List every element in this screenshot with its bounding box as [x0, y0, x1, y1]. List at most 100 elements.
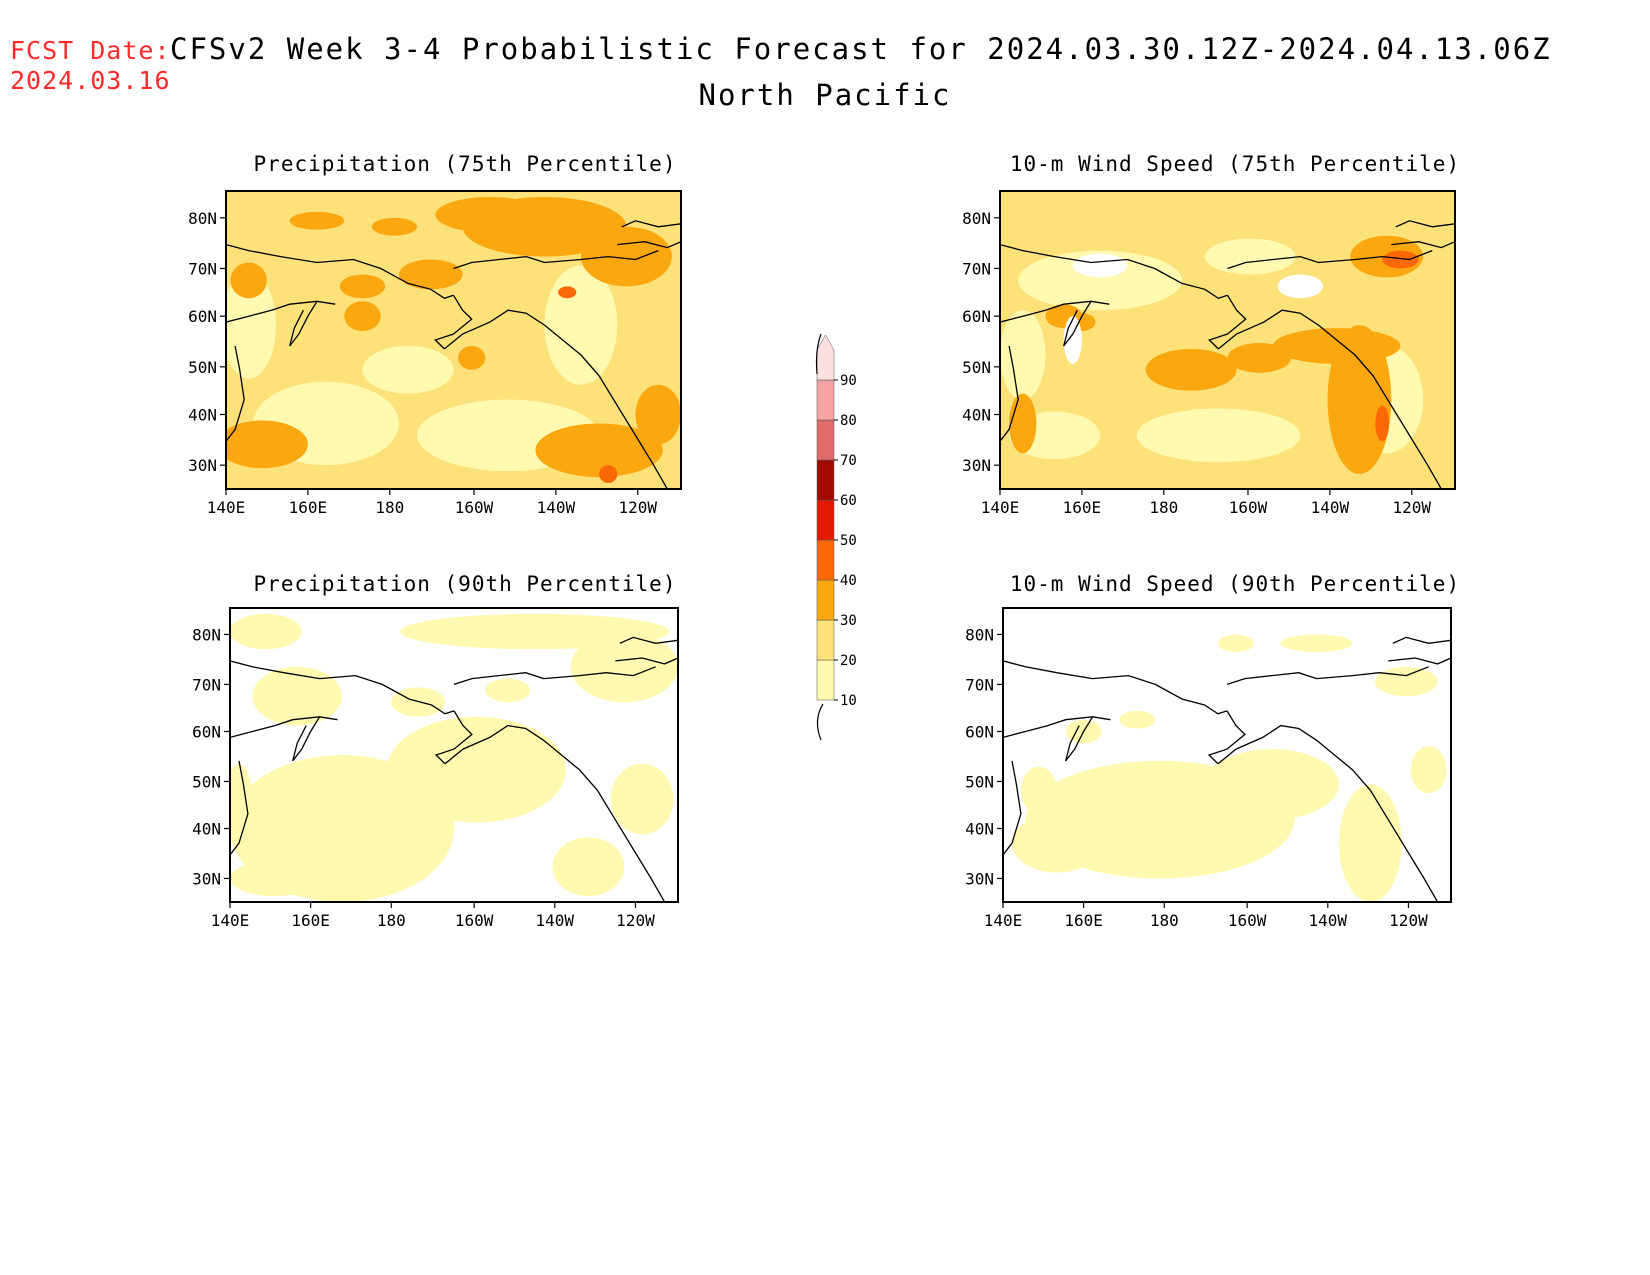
coastline [1208, 294, 1247, 350]
colorbar-segment [816, 419, 835, 461]
coastline [1063, 300, 1092, 347]
lat-tick-label: 80N [962, 209, 991, 228]
lon-tick-label: 160E [289, 498, 328, 517]
probability-region [1339, 784, 1402, 902]
probability-region [344, 301, 381, 332]
lat-tick-label: 60N [962, 307, 991, 326]
colorbar-label: 30 [840, 613, 857, 629]
probability-region [230, 262, 267, 299]
probability-region [362, 345, 454, 394]
coastline [1003, 760, 1022, 856]
lat-tick-label: 40N [192, 820, 221, 839]
coastline [1065, 716, 1094, 762]
colorbar-label: 60 [840, 493, 857, 509]
colorbar-bracket [816, 703, 824, 741]
forecast-date: FCST Date: 2024.03.16 [10, 36, 171, 96]
coastline [615, 657, 678, 665]
colorbar-label: 10 [840, 693, 857, 709]
probability-region [544, 265, 618, 385]
coastline [1000, 243, 1228, 300]
coastline [1217, 309, 1442, 489]
lat-tick-label: 40N [962, 406, 991, 425]
probability-region [580, 226, 672, 287]
probability-region [570, 631, 678, 703]
probability-region [599, 465, 618, 484]
coastline [1217, 724, 1439, 902]
probability-region [1280, 634, 1353, 653]
probability-region [289, 211, 345, 230]
region-title: North Pacific [698, 78, 952, 112]
coastline [617, 241, 681, 249]
probability-region [386, 716, 566, 823]
probability-region [1009, 393, 1037, 454]
lat-tick-label: 30N [965, 869, 994, 888]
coastline [1000, 345, 1019, 442]
lat-tick-label: 70N [965, 675, 994, 694]
lat-tick-label: 50N [188, 358, 217, 377]
coastline [230, 660, 455, 715]
coastline [1003, 660, 1228, 715]
lon-tick-label: 140W [1311, 498, 1350, 517]
probability-region [458, 345, 486, 370]
map-panel-wind90: 80N 70N 60N 50N 40N 30N 140E 160E 180 160W 140W 120… [965, 607, 1452, 930]
colorbar-label: 70 [840, 453, 857, 469]
lon-tick-label: 140W [537, 498, 576, 517]
lon-tick-label: 180 [1149, 498, 1178, 517]
coastline [230, 760, 249, 856]
probability-region [252, 666, 342, 726]
lat-tick-label: 50N [965, 772, 994, 791]
panel-title-precip-90: Precipitation (90th Percentile) [253, 572, 677, 596]
coastline [621, 220, 681, 228]
lon-tick-label: 160W [455, 498, 494, 517]
main-title: CFSv2 Week 3-4 Probabilistic Forecast fo… [170, 32, 1552, 66]
colorbar-segment [816, 619, 835, 661]
probability-region [1375, 405, 1390, 442]
probability-region [610, 763, 674, 835]
lon-tick-label: 140E [984, 911, 1023, 930]
coastline [226, 243, 454, 300]
forecast-date-value: 2024.03.16 [10, 66, 171, 95]
lon-tick-label: 160E [1064, 911, 1103, 930]
map-frame [225, 190, 682, 490]
colorbar-segment [816, 659, 835, 701]
colorbar-segment [816, 539, 835, 581]
colorbar-label: 50 [840, 533, 857, 549]
lon-tick-label: 120W [619, 498, 658, 517]
map-panel-wind75: 80N 70N 60N 50N 40N 30N 140E 160E 180 160W 140W 120… [962, 190, 1456, 517]
probability-region [1063, 316, 1082, 364]
probability-region [230, 860, 320, 897]
probability-region [371, 217, 418, 236]
lon-tick-label: 120W [1389, 911, 1428, 930]
lat-tick-label: 80N [188, 209, 217, 228]
lon-tick-label: 160W [455, 911, 494, 930]
probability-region [400, 613, 670, 650]
coastline [1000, 300, 1110, 323]
probability-region [1136, 408, 1301, 463]
colorbar-label: 90 [840, 373, 857, 389]
coastline [443, 309, 668, 489]
lat-tick-label: 60N [965, 722, 994, 741]
probability-region [485, 678, 531, 703]
map-frame [229, 607, 679, 903]
probability-region [435, 196, 545, 233]
coastline [1392, 636, 1451, 644]
lon-tick-label: 160E [1063, 498, 1102, 517]
probability-region [398, 259, 463, 290]
probability-region [1273, 328, 1401, 364]
coastline [453, 249, 659, 270]
coastline [619, 636, 678, 644]
map-frame [999, 190, 1456, 490]
forecast-date-label: FCST Date: [10, 36, 171, 65]
panel-title-wind-75: 10-m Wind Speed (75th Percentile) [1009, 152, 1461, 176]
lon-tick-label: 140W [536, 911, 575, 930]
coastline [1003, 716, 1111, 739]
map-panel-precip75: 80N 70N 60N 50N 40N 30N 140E 160E 180 160W 140W 120… [188, 190, 682, 517]
colorbar-segment [816, 334, 835, 381]
probability-region [1011, 813, 1102, 873]
map-frame [1002, 607, 1452, 903]
lat-tick-label: 40N [188, 406, 217, 425]
probability-region [1382, 250, 1419, 269]
lon-tick-label: 140E [207, 498, 246, 517]
coastline [226, 345, 245, 442]
coastline [226, 300, 336, 323]
